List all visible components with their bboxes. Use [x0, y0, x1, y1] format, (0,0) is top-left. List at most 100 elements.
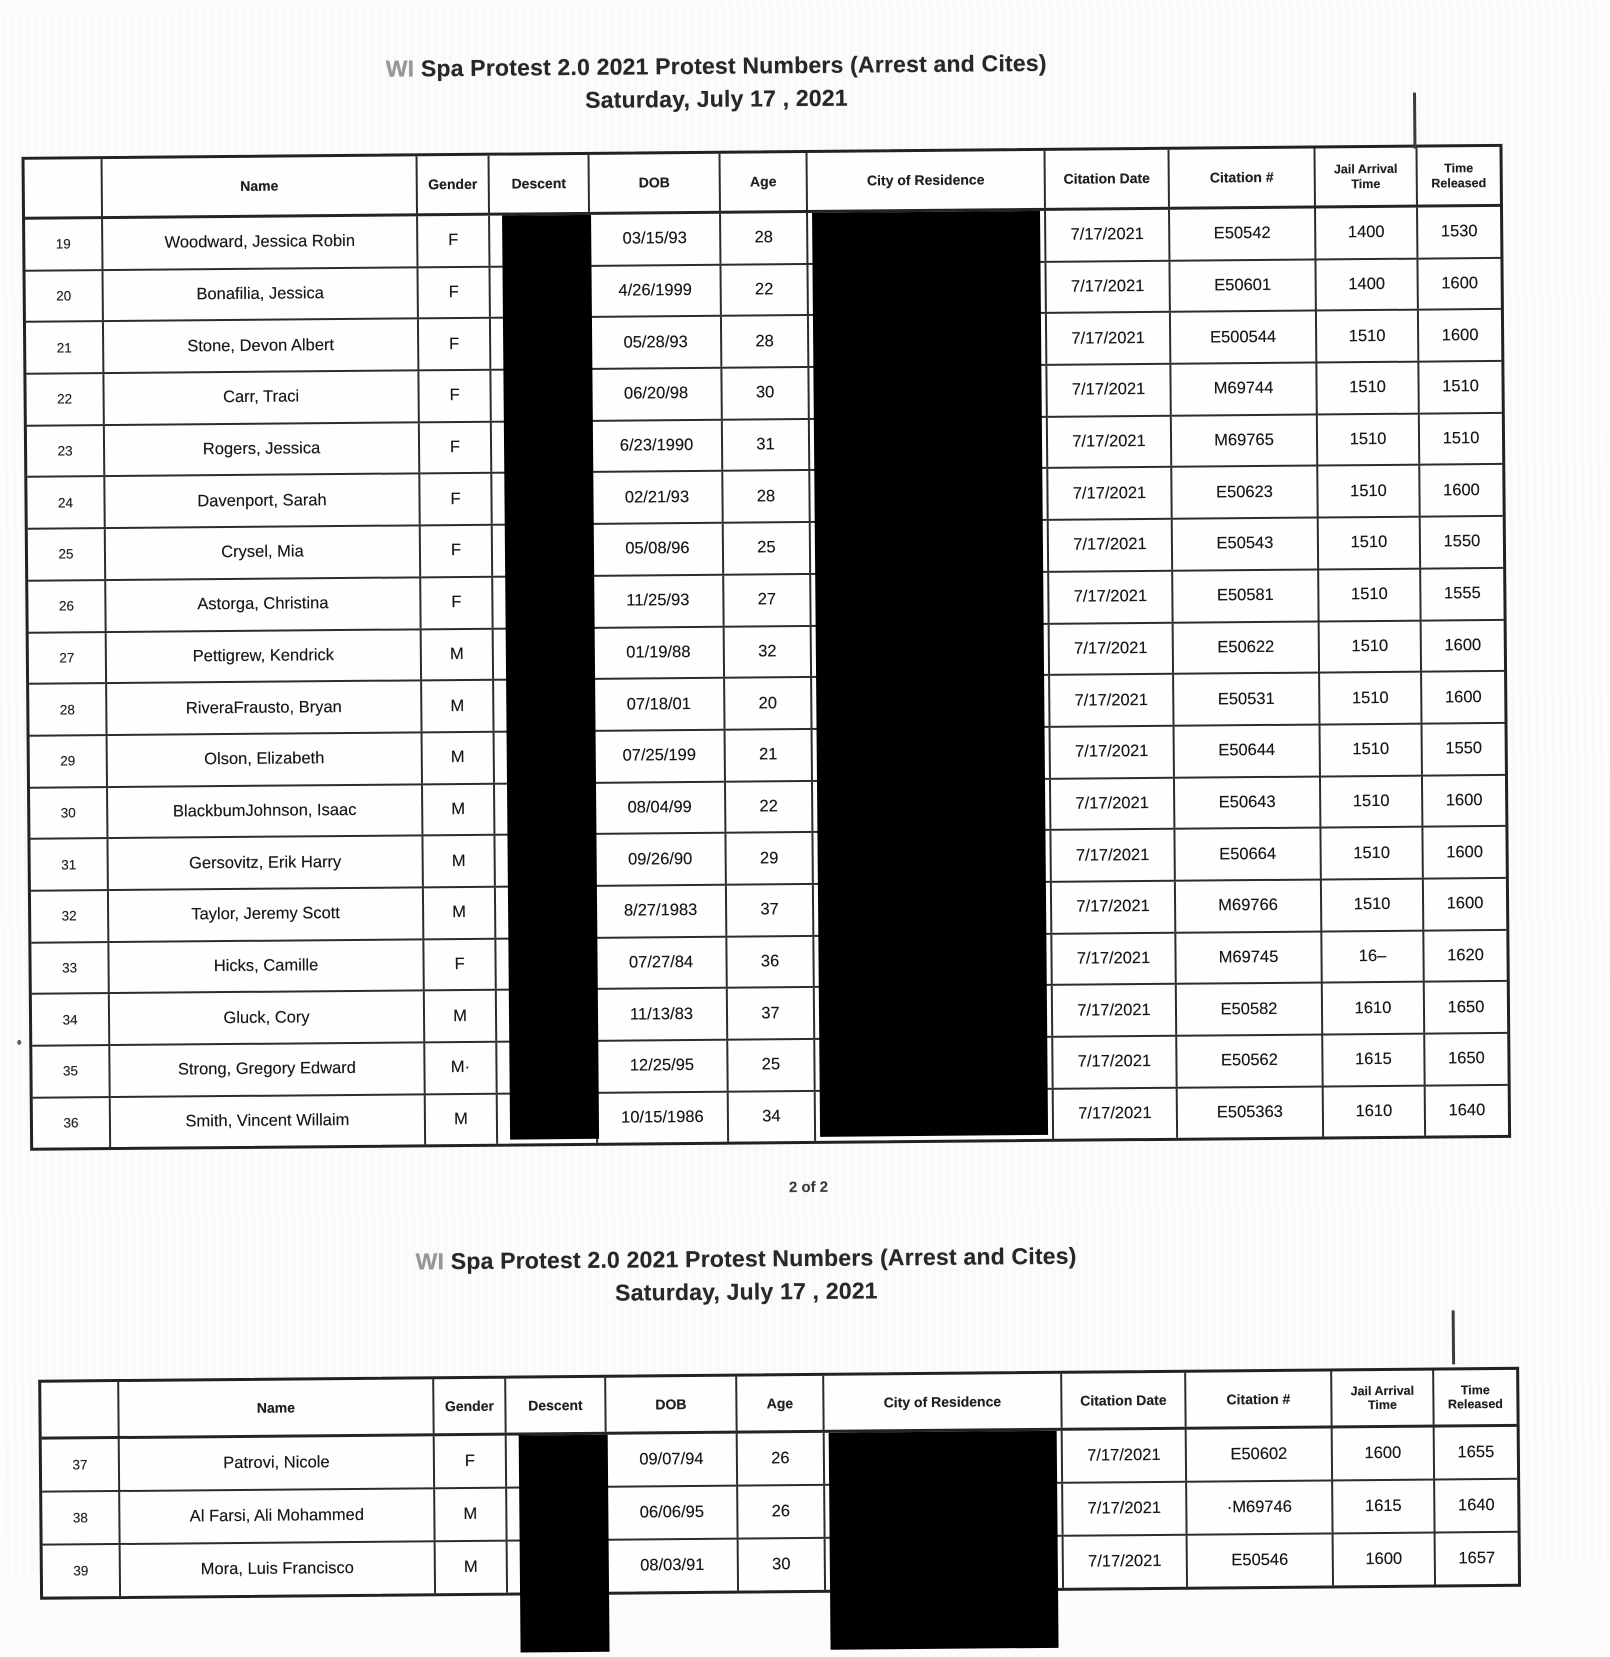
- cell-name: Olson, Elizabeth: [107, 733, 423, 786]
- cell-age: 37: [727, 988, 816, 1039]
- cell-gender: F: [434, 1435, 508, 1488]
- cell-citation_num: E50664: [1175, 828, 1322, 880]
- cell-time_released: 1600: [1444, 687, 1482, 706]
- cell-citation_num: E50546: [1187, 1534, 1335, 1587]
- cell-jail_arrival: 1610: [1322, 982, 1426, 1034]
- cell-citation_num: E50581: [1173, 570, 1320, 622]
- cell-dob: 07/27/84: [596, 937, 728, 989]
- cell-num: 37: [41, 1439, 121, 1491]
- cell-num: 32: [30, 891, 110, 942]
- cell-jail_arrival: 1510: [1317, 414, 1421, 465]
- arrest-cites-table-rows-19-36: Name Gender Descent DOB Age City of Residence…: [21, 143, 1512, 1152]
- cell-time_released: 1600: [1444, 635, 1482, 655]
- cell-num: 23: [26, 425, 106, 477]
- scanned-document-sheet: WI Spa Protest 2.0 2021 Protest Numbers …: [0, 0, 1610, 1573]
- column-header-dob: DOB: [589, 153, 722, 212]
- cell-citation_date: 7/17/2021: [1048, 468, 1173, 519]
- cell-citation_num: E505363: [1177, 1087, 1325, 1139]
- cell-time_released: 1657: [1458, 1549, 1496, 1568]
- cell-time_released: 1550: [1443, 532, 1481, 551]
- cell-dob: 01/19/88: [593, 627, 726, 679]
- cell-gender: F: [419, 422, 493, 473]
- cell-dob: 4/26/1999: [590, 265, 722, 317]
- cell-num: 35: [32, 1046, 111, 1097]
- cell-jail_arrival: 1600: [1333, 1533, 1437, 1586]
- column-header-gender: Gender: [417, 155, 491, 214]
- cell-dob: 10/15/1986: [597, 1092, 730, 1144]
- cell-time_released: 1510: [1442, 377, 1480, 396]
- cell-citation_date: 7/17/2021: [1048, 519, 1174, 571]
- cell-num: 28: [29, 684, 108, 735]
- cell-citation_date: 7/17/2021: [1046, 209, 1171, 261]
- cell-time_released: 1600: [1443, 480, 1480, 500]
- column-header-num: [24, 159, 104, 217]
- cell-age: 21: [725, 729, 813, 781]
- cell-time_released: 1600: [1441, 325, 1479, 345]
- cell-dob: 06/20/98: [591, 368, 723, 420]
- cell-gender: M: [435, 1488, 508, 1541]
- cell-num: 27: [28, 632, 108, 683]
- cell-citation_num: M69766: [1175, 880, 1323, 932]
- cell-name: Astorga, Christina: [106, 578, 422, 631]
- cell-gender: F: [421, 577, 494, 628]
- cell-citation_num: E50531: [1174, 673, 1321, 725]
- cell-citation_date: 7/17/2021: [1049, 571, 1174, 623]
- cell-jail_arrival: 1510: [1321, 879, 1425, 931]
- cell-name: Hicks, Camille: [109, 939, 425, 993]
- cell-jail_arrival: 1400: [1316, 207, 1419, 259]
- cell-num: 31: [30, 839, 109, 890]
- cell-age: 29: [726, 833, 814, 884]
- cell-num: 21: [25, 322, 105, 373]
- cell-jail_arrival: 1600: [1332, 1427, 1436, 1480]
- cell-gender: M: [423, 784, 496, 835]
- column-header-city: City of Residence: [824, 1373, 1063, 1430]
- cell-age: 37: [726, 884, 815, 936]
- arrest-cites-table-rows-37-39: Name Gender Descent DOB Age City of Residence…: [38, 1366, 1522, 1653]
- cell-citation_date: 7/17/2021: [1052, 933, 1177, 985]
- cell-name: Patrovi, Nicole: [119, 1436, 436, 1491]
- cell-time_released: 1530: [1440, 222, 1478, 241]
- cell-dob: 12/25/95: [597, 1040, 729, 1092]
- cell-age: 22: [725, 781, 814, 832]
- cell-time_released: 1600: [1445, 790, 1483, 810]
- cell-num: 25: [27, 529, 107, 580]
- cell-citation_num: E50644: [1174, 725, 1321, 777]
- cell-time_released: 1600: [1446, 894, 1484, 913]
- cell-age: 30: [722, 368, 810, 419]
- column-header-num: [41, 1382, 120, 1437]
- cell-gender: M: [424, 991, 498, 1042]
- cell-gender: F: [418, 267, 491, 318]
- cell-age: 32: [724, 626, 813, 677]
- column-header-citation_date: Citation Date: [1062, 1372, 1187, 1428]
- cell-name: Mora, Luis Francisco: [120, 1542, 437, 1596]
- cell-citation_date: 7/17/2021: [1047, 416, 1173, 468]
- cell-name: Rogers, Jessica: [104, 423, 421, 476]
- column-header-jail_arrival: Jail Arrival Time: [1315, 147, 1418, 206]
- cell-name: RiveraFrausto, Bryan: [107, 681, 423, 734]
- cell-citation_num: ·M69746: [1187, 1481, 1334, 1534]
- cell-name: Carr, Traci: [104, 371, 420, 424]
- cell-time_released: 1655: [1457, 1443, 1495, 1462]
- cell-num: 19: [25, 219, 104, 270]
- cell-gender: F: [420, 474, 493, 525]
- cell-dob: 09/07/94: [606, 1433, 739, 1486]
- cell-name: Stone, Devon Albert: [103, 319, 420, 373]
- cell-age: 25: [728, 1039, 816, 1091]
- cell-dob: 07/25/199: [594, 730, 726, 782]
- cell-citation_num: E500544: [1170, 311, 1318, 363]
- cell-citation_date: 7/17/2021: [1046, 313, 1172, 364]
- cell-dob: 08/04/99: [594, 782, 727, 834]
- cell-gender: F: [420, 525, 494, 577]
- column-header-time_released: Time Released: [1447, 1382, 1503, 1412]
- cell-age: 31: [722, 419, 811, 471]
- cell-citation_date: 7/17/2021: [1053, 1088, 1179, 1140]
- cell-citation_date: 7/17/2021: [1047, 364, 1172, 416]
- descent-redaction-box: [502, 214, 600, 1140]
- cell-dob: 07/18/01: [594, 678, 726, 730]
- cell-name: Crysel, Mia: [105, 526, 422, 579]
- cell-dob: 05/28/93: [590, 317, 723, 368]
- cell-num: 22: [26, 374, 105, 425]
- cell-jail_arrival: 1510: [1318, 466, 1421, 517]
- cell-citation_num: M69744: [1171, 363, 1318, 415]
- cell-citation_date: 7/17/2021: [1046, 261, 1171, 313]
